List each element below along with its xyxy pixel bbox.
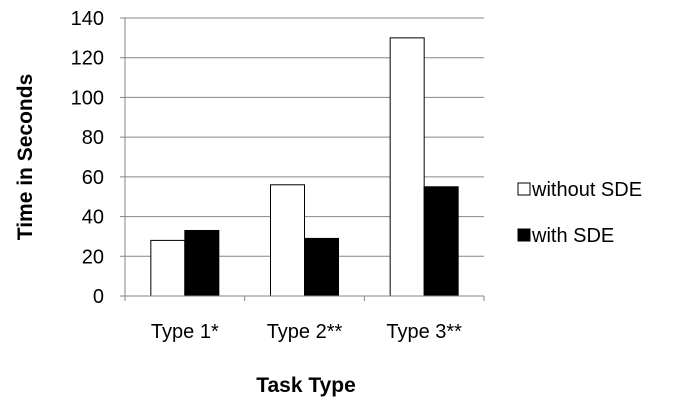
bar-without-sde [270,184,305,297]
y-tick-label: 120 [71,48,104,70]
bar-with-sde [304,237,339,297]
legend-label: without SDE [531,179,642,201]
bar-without-sde [389,37,425,297]
legend: without SDE with SDE [517,179,642,247]
bar-without-sde [150,239,186,297]
x-axis-title: Task Type [256,374,356,397]
legend-swatch [517,182,531,196]
y-tick-label: 0 [93,286,104,308]
bar-with-sde [184,229,220,297]
bar-with-sde [423,186,459,297]
y-tick-label: 80 [82,127,104,149]
x-tick-labels: Type 1* Type 2** Type 3** [151,321,462,343]
y-tick-label: 140 [71,8,104,30]
y-axis-title: Time in Seconds [14,74,37,241]
legend-swatch [517,228,531,242]
x-tick-label: Type 3** [386,321,462,343]
legend-label: with SDE [531,225,614,247]
y-tick-labels: 0 20 40 60 80 100 120 140 [71,8,104,308]
x-tick-label: Type 2** [267,321,343,343]
gridlines [125,17,484,257]
y-tick-label: 20 [82,246,104,268]
x-tick-label: Type 1* [151,321,219,343]
y-tick-label: 60 [82,167,104,189]
y-tick-label: 40 [82,207,104,229]
bars [150,37,459,297]
axes [120,17,485,301]
y-tick-label: 100 [71,87,104,109]
